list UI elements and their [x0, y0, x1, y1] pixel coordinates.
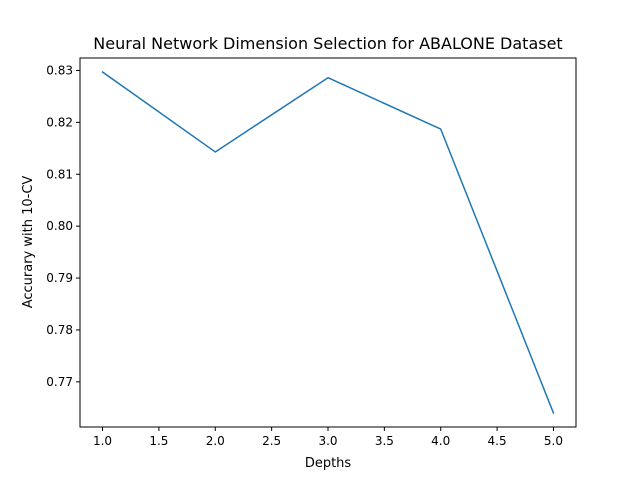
- x-tick-label: 2.0: [206, 434, 225, 448]
- x-tick-label: 5.0: [544, 434, 563, 448]
- y-tick-label: 0.79: [46, 271, 73, 285]
- x-tick-label: 1.5: [149, 434, 168, 448]
- y-tick-label: 0.81: [46, 167, 73, 181]
- chart-title: Neural Network Dimension Selection for A…: [93, 34, 562, 53]
- x-tick-label: 4.5: [488, 434, 507, 448]
- x-tick-label: 2.5: [262, 434, 281, 448]
- y-tick-label: 0.77: [46, 375, 73, 389]
- x-tick-label: 3.0: [318, 434, 337, 448]
- x-tick-label: 3.5: [375, 434, 394, 448]
- x-tick-label: 1.0: [93, 434, 112, 448]
- y-tick-label: 0.78: [46, 323, 73, 337]
- x-axis-label: Depths: [305, 456, 352, 471]
- y-tick-label: 0.82: [46, 115, 73, 129]
- x-tick-label: 4.0: [431, 434, 450, 448]
- y-tick-label: 0.80: [46, 219, 73, 233]
- y-tick-label: 0.83: [46, 63, 73, 77]
- y-axis-label: Accurary with 10-CV: [21, 176, 36, 309]
